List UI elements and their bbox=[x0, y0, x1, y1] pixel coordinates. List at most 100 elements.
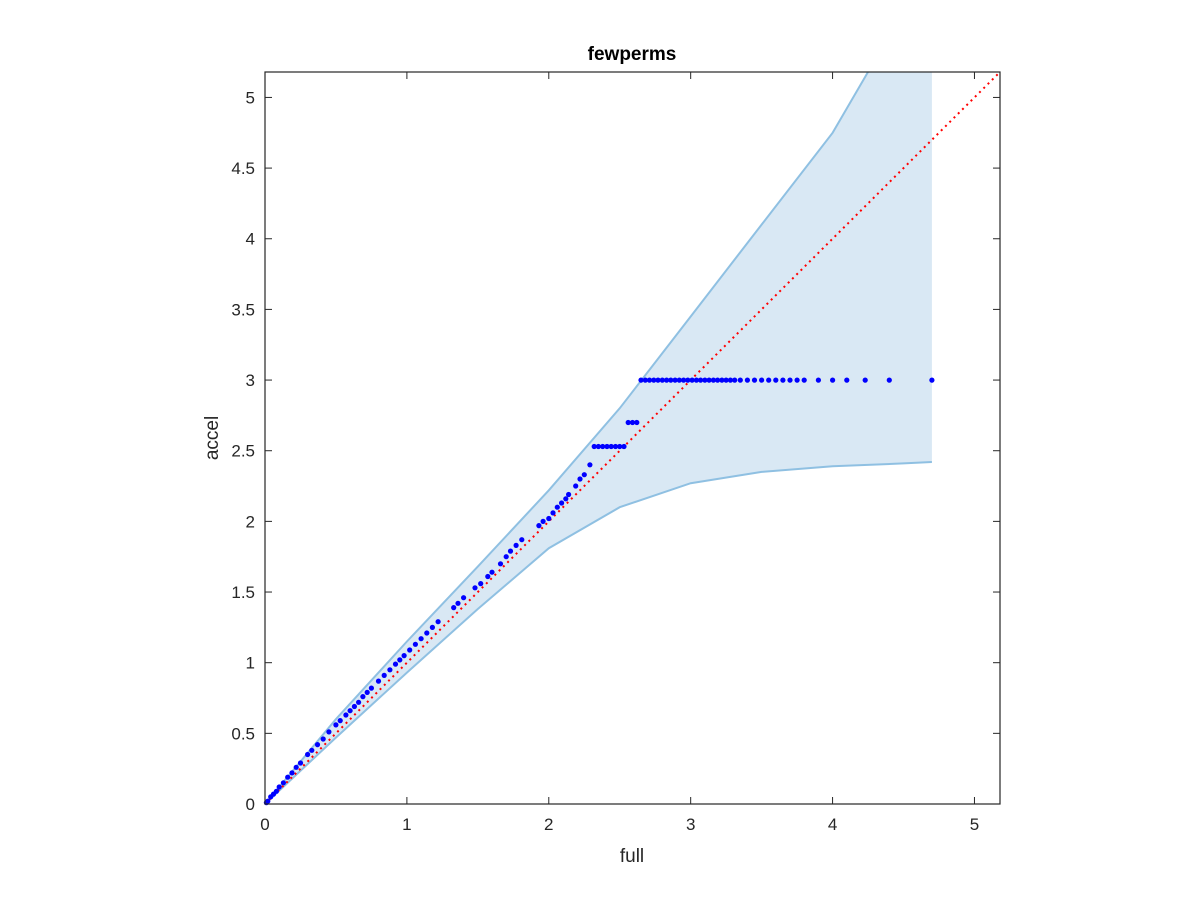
data-point bbox=[550, 510, 556, 516]
data-point bbox=[595, 443, 602, 450]
data-point bbox=[664, 377, 670, 383]
x-tick-label: 5 bbox=[970, 815, 979, 834]
data-point bbox=[780, 377, 786, 383]
data-point bbox=[333, 722, 339, 728]
data-point bbox=[289, 770, 295, 776]
data-point bbox=[546, 515, 552, 522]
band-fill bbox=[265, 72, 932, 804]
data-point bbox=[727, 377, 734, 383]
data-point bbox=[356, 699, 362, 705]
data-point bbox=[612, 443, 619, 450]
data-point bbox=[573, 483, 579, 489]
data-point bbox=[600, 443, 606, 450]
data-point bbox=[676, 377, 682, 383]
data-point bbox=[577, 476, 583, 482]
y-tick-label: 1.5 bbox=[231, 583, 255, 602]
data-point bbox=[929, 377, 935, 383]
x-tick-label: 1 bbox=[402, 815, 411, 834]
y-tick-label: 3.5 bbox=[231, 300, 255, 319]
data-point bbox=[642, 377, 648, 383]
data-point bbox=[540, 518, 546, 525]
data-point bbox=[587, 462, 593, 468]
x-axis-ticks: 0 1 2 3 4 5 bbox=[260, 72, 979, 834]
data-point bbox=[375, 678, 382, 684]
data-point bbox=[392, 661, 399, 667]
data-point bbox=[429, 624, 435, 631]
data-point bbox=[715, 377, 721, 383]
data-point bbox=[617, 443, 623, 450]
data-point bbox=[862, 377, 868, 383]
data-point bbox=[351, 703, 357, 710]
data-point bbox=[381, 672, 387, 679]
data-point bbox=[326, 729, 332, 735]
data-point bbox=[710, 377, 717, 383]
data-point bbox=[766, 377, 772, 383]
data-point bbox=[397, 657, 403, 663]
data-point bbox=[559, 500, 565, 506]
data-point bbox=[507, 548, 514, 554]
data-point bbox=[737, 377, 743, 383]
data-point bbox=[563, 496, 569, 502]
x-tick-label: 0 bbox=[260, 815, 269, 834]
data-point bbox=[566, 491, 572, 498]
data-point bbox=[794, 377, 800, 383]
confidence-band bbox=[264, 71, 932, 805]
data-point bbox=[418, 636, 424, 642]
data-point bbox=[773, 377, 779, 383]
data-point bbox=[320, 736, 326, 742]
y-axis-ticks: 0 0.5 1 1.5 2 2.5 3 3.5 4 4.5 5 bbox=[231, 88, 1000, 814]
data-point bbox=[485, 573, 491, 580]
data-point bbox=[276, 784, 282, 790]
data-point bbox=[655, 377, 661, 383]
data-point bbox=[685, 377, 691, 383]
data-point bbox=[604, 443, 610, 450]
data-point bbox=[706, 377, 712, 383]
data-point bbox=[387, 667, 393, 673]
data-point bbox=[536, 523, 542, 529]
data-point bbox=[401, 653, 407, 659]
y-tick-label: 0 bbox=[246, 795, 255, 814]
data-point bbox=[337, 718, 343, 724]
data-point bbox=[621, 443, 627, 450]
data-points bbox=[263, 377, 935, 806]
data-point bbox=[489, 569, 495, 575]
data-point bbox=[581, 472, 587, 478]
reference-line bbox=[264, 71, 1001, 805]
x-tick-label: 4 bbox=[828, 815, 837, 834]
data-point bbox=[497, 561, 504, 567]
data-point bbox=[305, 751, 311, 758]
data-point bbox=[314, 742, 321, 748]
data-point bbox=[478, 581, 484, 587]
data-point bbox=[723, 377, 729, 383]
data-point bbox=[634, 419, 640, 426]
y-tick-label: 4 bbox=[246, 230, 255, 249]
y-axis-label: accel bbox=[202, 416, 223, 460]
data-point bbox=[285, 774, 291, 780]
data-point bbox=[646, 377, 653, 383]
data-point bbox=[651, 377, 657, 383]
y-tick-label: 0.5 bbox=[231, 724, 255, 743]
x-axis-label: full bbox=[620, 846, 644, 867]
data-point bbox=[343, 712, 349, 718]
data-point bbox=[638, 377, 644, 383]
data-point bbox=[265, 798, 271, 804]
data-point bbox=[815, 377, 822, 383]
data-point bbox=[719, 377, 725, 383]
band-upper-edge bbox=[264, 71, 869, 805]
x-tick-label: 3 bbox=[686, 815, 695, 834]
data-point bbox=[513, 542, 519, 549]
y-tick-label: 2 bbox=[246, 512, 255, 531]
data-point bbox=[693, 377, 700, 383]
y-tick-label: 5 bbox=[246, 88, 255, 107]
y-tick-label: 1 bbox=[246, 654, 255, 673]
data-point bbox=[668, 377, 674, 383]
data-point bbox=[629, 419, 636, 426]
data-point bbox=[608, 443, 614, 450]
data-point bbox=[698, 377, 704, 383]
data-point bbox=[751, 377, 758, 383]
data-point bbox=[412, 641, 418, 647]
data-point bbox=[625, 419, 631, 426]
data-point bbox=[472, 585, 478, 591]
data-point bbox=[364, 689, 370, 696]
